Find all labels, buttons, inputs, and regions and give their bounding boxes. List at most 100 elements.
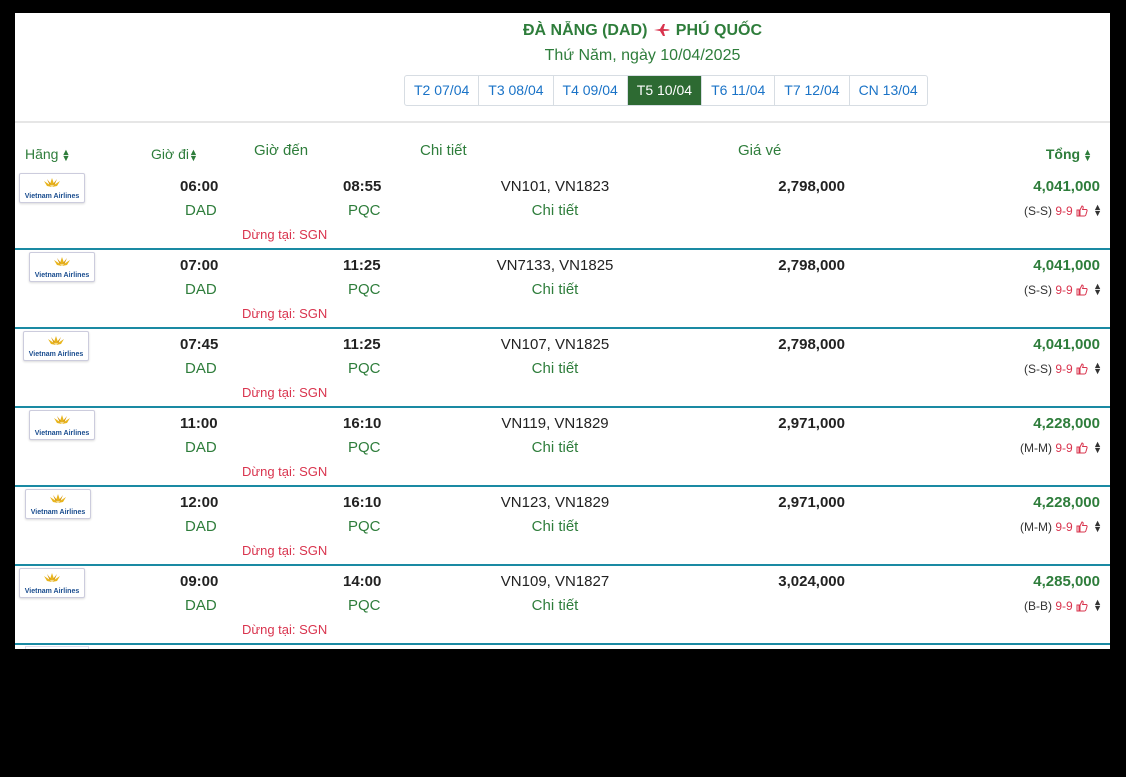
day-tab[interactable]: T6 11/04	[702, 76, 776, 105]
thumbs-up-icon	[1076, 204, 1088, 218]
route-title: ĐÀ NẴNG (DAD) PHÚ QUỐC	[175, 22, 1110, 40]
flight-row[interactable]: Vietnam Airlines 11:00 DAD 16:10 PQC Dừng tại…	[15, 408, 1110, 487]
arrival-airport: PQC	[348, 360, 381, 377]
flight-numbers: VN123, VN1829	[500, 494, 610, 511]
day-tab[interactable]: T4 09/04	[554, 76, 628, 105]
ticket-price: 2,971,000	[778, 494, 845, 511]
column-airline-label: Hãng	[25, 146, 59, 162]
airline-logo: Vietnam Airlines	[29, 410, 95, 440]
expand-toggle-icon[interactable]: ▲ ▼	[1093, 202, 1102, 218]
detail-link[interactable]: Chi tiết	[531, 439, 579, 456]
flight-row[interactable]: Vietnam Airlines 06:00 DAD 08:55 PQC Dừng tại…	[15, 171, 1110, 250]
flight-numbers: VN101, VN1823	[500, 178, 610, 195]
day-tab[interactable]: CN 13/04	[858, 82, 918, 98]
promo-badge: 9-9	[1055, 599, 1073, 613]
fare-info: (S-S) 9-9	[1024, 283, 1088, 297]
airline-logo: Vietnam Airlines	[19, 568, 85, 598]
flight-numbers: VN7133, VN1825	[496, 257, 614, 274]
thumbs-up-icon	[1076, 283, 1088, 297]
day-tab[interactable]: T7 12/04	[775, 76, 850, 105]
departure-time: 06:00	[180, 178, 219, 195]
detail-link[interactable]: Chi tiết	[531, 202, 579, 219]
day-tab[interactable]: T2 07/04	[405, 76, 480, 105]
airline-logo	[25, 646, 89, 649]
fare-info: (M-M) 9-9	[1020, 441, 1088, 455]
flight-row[interactable]: Vietnam Airlines 07:00 DAD 11:25 PQC Dừng tại…	[15, 250, 1110, 329]
expand-toggle-icon[interactable]: ▲ ▼	[1093, 281, 1102, 297]
total-price[interactable]: 4,041,000	[1033, 257, 1100, 274]
airline-logo: Vietnam Airlines	[23, 331, 89, 361]
promo-badge: 9-9	[1055, 520, 1073, 534]
column-total-label: Tổng	[1045, 146, 1081, 162]
total-price[interactable]: 4,041,000	[1033, 336, 1100, 353]
detail-link[interactable]: Chi tiết	[531, 281, 579, 298]
airline-logo: Vietnam Airlines	[25, 489, 91, 519]
vietnam-airlines-lotus-icon	[51, 254, 73, 272]
flight-row[interactable]: Vietnam Airlines 09:00 DAD 14:00 PQC Dừng tại…	[15, 566, 1110, 645]
departure-time: 07:00	[180, 257, 219, 274]
promo-badge: 9-9	[1055, 441, 1073, 455]
flight-numbers: VN107, VN1825	[500, 336, 610, 353]
flight-results-panel: ĐÀ NẴNG (DAD) PHÚ QUỐC Thứ Năm, ngày 10/…	[15, 13, 1110, 649]
ticket-price: 2,798,000	[778, 178, 845, 195]
sort-icon: ▲ ▼	[61, 147, 71, 164]
fare-class: (S-S)	[1023, 362, 1052, 376]
sort-icon: ▲ ▼	[188, 147, 198, 164]
ticket-price: 2,798,000	[778, 336, 845, 353]
arrival-airport: PQC	[348, 202, 381, 219]
fare-info: (S-S) 9-9	[1024, 204, 1088, 218]
column-airline[interactable]: Hãng ▲ ▼	[25, 146, 71, 164]
departure-airport: DAD	[185, 518, 217, 535]
column-departure-label: Giờ đi	[151, 146, 189, 162]
detail-link[interactable]: Chi tiết	[531, 518, 579, 535]
day-tab[interactable]: T3 08/04	[479, 76, 554, 105]
airline-logo: Vietnam Airlines	[29, 252, 95, 282]
fare-info: (S-S) 9-9	[1024, 362, 1088, 376]
total-price[interactable]: 4,285,000	[1033, 573, 1100, 590]
expand-toggle-icon[interactable]: ▲ ▼	[1093, 360, 1102, 376]
promo-badge: 9-9	[1055, 362, 1073, 376]
airline-name: Vietnam Airlines	[34, 430, 90, 437]
airline-name: Vietnam Airlines	[30, 509, 86, 516]
date-subtitle: Thứ Năm, ngày 10/04/2025	[544, 47, 741, 64]
expand-toggle-icon[interactable]: ▲ ▼	[1093, 597, 1102, 613]
arrival-time: 16:10	[343, 415, 382, 432]
arrival-time: 14:00	[343, 573, 382, 590]
arrival-time: 11:25	[343, 257, 381, 274]
promo-badge: 9-9	[1055, 283, 1073, 297]
total-price[interactable]: 4,041,000	[1033, 178, 1100, 195]
thumbs-up-icon	[1076, 362, 1088, 376]
sort-icon: ▲ ▼	[1083, 147, 1092, 164]
thumbs-up-icon	[1076, 520, 1088, 534]
total-price[interactable]: 4,228,000	[1033, 494, 1100, 511]
expand-toggle-icon[interactable]: ▲ ▼	[1093, 518, 1102, 534]
stopover-info: Dừng tại: SGN	[242, 385, 328, 400]
origin-label: ĐÀ NẴNG (DAD)	[522, 22, 648, 39]
fare-class: (M-M)	[1019, 520, 1052, 534]
flight-numbers: VN119, VN1829	[501, 415, 609, 432]
plane-icon	[653, 22, 674, 38]
departure-time: 07:45	[180, 336, 219, 353]
departure-time: 11:00	[180, 415, 218, 432]
thumbs-up-icon	[1076, 599, 1088, 613]
arrival-time: 08:55	[343, 178, 382, 195]
ticket-price: 3,024,000	[778, 573, 845, 590]
arrival-time: 16:10	[343, 494, 382, 511]
column-departure[interactable]: Giờ đi▲ ▼	[151, 146, 198, 164]
vietnam-airlines-lotus-icon	[41, 570, 63, 588]
detail-link[interactable]: Chi tiết	[531, 360, 579, 377]
fare-info: (B-B) 9-9	[1024, 599, 1088, 613]
flight-row[interactable]: Vietnam Airlines 07:45 DAD 11:25 PQC Dừng tại…	[15, 329, 1110, 408]
stopover-info: Dừng tại: SGN	[242, 543, 328, 558]
fare-class: (M-M)	[1019, 441, 1052, 455]
flight-row[interactable]: Vietnam Airlines 12:00 DAD 16:10 PQC Dừng tại…	[15, 487, 1110, 566]
fare-class: (B-B)	[1023, 599, 1052, 613]
expand-toggle-icon[interactable]: ▲ ▼	[1093, 439, 1102, 455]
day-tab[interactable]: T5 10/04	[627, 76, 703, 105]
stopover-info: Dừng tại: SGN	[242, 464, 328, 479]
detail-link[interactable]: Chi tiết	[531, 597, 579, 614]
column-total[interactable]: Tổng ▲ ▼	[1045, 146, 1092, 164]
promo-badge: 9-9	[1055, 204, 1073, 218]
total-price[interactable]: 4,228,000	[1033, 415, 1100, 432]
vietnam-airlines-lotus-icon	[47, 491, 69, 509]
